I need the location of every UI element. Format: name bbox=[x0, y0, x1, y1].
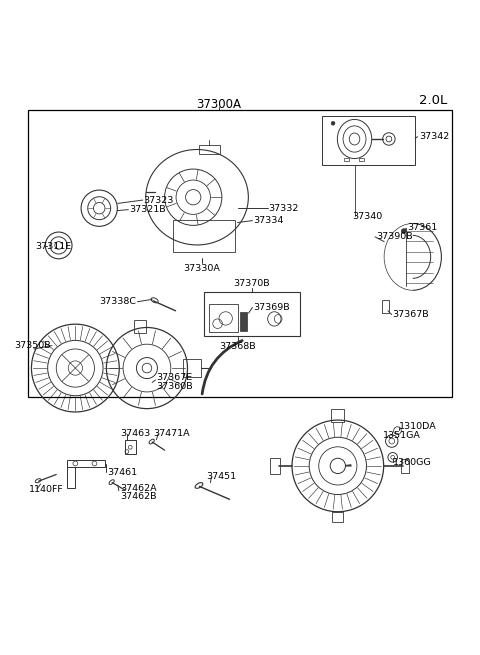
Text: 37361: 37361 bbox=[407, 223, 437, 233]
Bar bbox=[204, 291, 300, 336]
Text: 37321B: 37321B bbox=[129, 205, 166, 214]
Circle shape bbox=[401, 229, 406, 233]
Bar bbox=[382, 300, 389, 313]
Text: 37367E: 37367E bbox=[156, 373, 192, 382]
Text: 37342: 37342 bbox=[419, 132, 449, 141]
Text: 37390B: 37390B bbox=[376, 233, 413, 241]
Text: 37463: 37463 bbox=[120, 429, 150, 438]
Text: 37461: 37461 bbox=[108, 468, 137, 477]
Text: 37300A: 37300A bbox=[196, 98, 241, 111]
Bar bbox=[331, 409, 344, 422]
Text: 37332: 37332 bbox=[269, 204, 299, 213]
Text: 1351GA: 1351GA bbox=[383, 431, 421, 440]
Text: 37369B: 37369B bbox=[253, 303, 290, 312]
Bar bbox=[133, 320, 146, 333]
Text: 37350B: 37350B bbox=[14, 341, 51, 350]
Text: 37360B: 37360B bbox=[156, 382, 193, 390]
Text: 37368B: 37368B bbox=[219, 342, 256, 351]
Text: 37330A: 37330A bbox=[183, 263, 220, 272]
Bar bbox=[173, 219, 235, 252]
Bar bbox=[270, 458, 280, 474]
Text: 1310DA: 1310DA bbox=[399, 422, 437, 431]
Text: 37311E: 37311E bbox=[35, 242, 71, 251]
Bar bbox=[183, 360, 201, 377]
Text: 37367B: 37367B bbox=[393, 310, 429, 319]
Bar bbox=[332, 512, 343, 522]
Text: 37323: 37323 bbox=[144, 196, 174, 204]
Bar bbox=[322, 116, 415, 165]
Bar bbox=[240, 312, 247, 331]
Text: 37471A: 37471A bbox=[153, 429, 190, 438]
Circle shape bbox=[331, 121, 335, 125]
Bar bbox=[401, 459, 409, 472]
Bar bbox=[28, 110, 452, 397]
Text: 1140FF: 1140FF bbox=[29, 485, 64, 495]
Text: 37370B: 37370B bbox=[234, 279, 270, 288]
Text: 37340: 37340 bbox=[352, 212, 383, 221]
Bar bbox=[209, 304, 238, 332]
Text: 37338C: 37338C bbox=[99, 297, 136, 307]
Text: 37334: 37334 bbox=[253, 216, 284, 225]
FancyArrowPatch shape bbox=[202, 341, 242, 394]
Text: 37462B: 37462B bbox=[120, 493, 156, 502]
Bar bbox=[124, 440, 136, 455]
Text: 1360GG: 1360GG bbox=[393, 458, 432, 466]
Text: 37462A: 37462A bbox=[120, 484, 156, 493]
Text: 2.0L: 2.0L bbox=[420, 94, 447, 107]
Text: 37451: 37451 bbox=[206, 472, 237, 481]
